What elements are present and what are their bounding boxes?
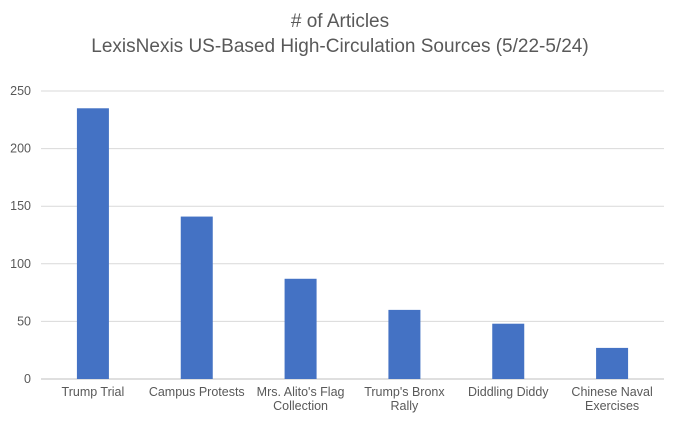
bar: [492, 323, 525, 379]
x-category-label: Campus Protests: [149, 385, 245, 399]
bar: [388, 309, 421, 379]
bar: [284, 278, 317, 379]
y-tick-label: 200: [10, 142, 31, 156]
y-tick-label: 150: [10, 199, 31, 213]
x-axis-categories: Trump Trial Campus Protests Mrs. Alito's F…: [62, 385, 653, 413]
bar: [596, 347, 629, 379]
bar: [180, 216, 213, 379]
x-category-label: Chinese Naval Exercises: [571, 385, 652, 413]
x-category-label: Mrs. Alito's Flag Collection: [257, 385, 345, 413]
y-tick-label: 250: [10, 84, 31, 98]
chart-subtitle: LexisNexis US-Based High-Circulation Sou…: [91, 36, 588, 57]
gridlines: [41, 90, 664, 380]
x-category-label: Diddling Diddy: [468, 385, 549, 399]
y-tick-label: 100: [10, 257, 31, 271]
y-tick-label: 50: [17, 314, 31, 328]
x-category-label: Trump Trial: [62, 385, 125, 399]
x-category-label: Trump's Bronx Rally: [364, 385, 445, 413]
chart-title: # of Articles: [291, 11, 389, 32]
y-axis-ticks: 0 50 100 150 200 250: [10, 84, 31, 386]
bars: [76, 108, 629, 379]
y-tick-label: 0: [24, 372, 31, 386]
bar: [76, 108, 109, 379]
